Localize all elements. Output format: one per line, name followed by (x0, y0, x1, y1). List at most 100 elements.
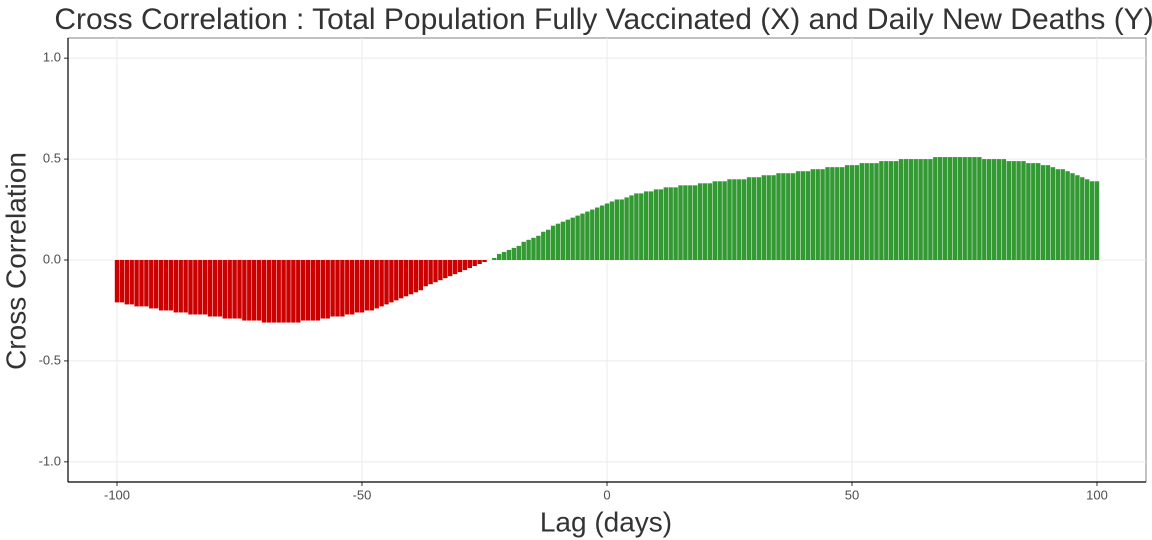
bar (648, 191, 654, 260)
bar (732, 179, 737, 260)
bar (492, 257, 497, 260)
bar (844, 165, 850, 260)
bar (639, 193, 644, 260)
bar (296, 260, 301, 323)
chart-title: Cross Correlation : Total Population Ful… (54, 3, 1152, 36)
bar (1031, 163, 1036, 260)
bar (531, 237, 536, 260)
bar (398, 260, 404, 299)
bar (658, 189, 664, 260)
bar (933, 157, 938, 260)
bar (928, 159, 933, 260)
bar (193, 260, 198, 315)
bar (134, 260, 139, 307)
bar (1026, 163, 1031, 260)
bar (496, 253, 502, 260)
bar (198, 260, 203, 315)
bar (281, 260, 286, 323)
bar (766, 175, 771, 260)
bar (526, 239, 531, 260)
bar (452, 260, 458, 275)
bar (741, 179, 747, 260)
bar (913, 159, 918, 260)
bar (394, 260, 399, 301)
bar (604, 203, 610, 260)
bar (443, 260, 448, 279)
y-tick-label: 0.0 (43, 251, 61, 266)
bar (178, 260, 183, 313)
bar (325, 260, 330, 319)
bar (751, 177, 757, 260)
bar (349, 260, 355, 315)
bar (139, 260, 144, 307)
bar (266, 260, 272, 323)
bar (433, 260, 438, 283)
bar (1055, 169, 1061, 260)
bar (119, 260, 125, 303)
bar (153, 260, 159, 309)
bar (482, 260, 487, 263)
bar (1089, 181, 1095, 260)
bar (663, 187, 669, 260)
bar (756, 177, 762, 260)
bar (188, 260, 193, 315)
bar (702, 183, 708, 260)
bar (384, 260, 389, 305)
bar (389, 260, 394, 303)
bar (746, 177, 752, 260)
bar (683, 185, 688, 260)
bar (408, 260, 414, 295)
bar (158, 260, 164, 311)
bar (227, 260, 232, 319)
bar (830, 167, 835, 260)
bar (369, 260, 375, 311)
bar (825, 167, 830, 260)
y-tick-label: -1.0 (39, 453, 61, 468)
bar (320, 260, 326, 319)
x-tick-label: -100 (104, 487, 130, 502)
bar (795, 171, 801, 260)
bar (991, 159, 997, 260)
bar (545, 229, 551, 260)
bar (129, 260, 134, 305)
bar (447, 260, 453, 277)
bar (438, 260, 443, 281)
x-tick-label: 50 (845, 487, 859, 502)
bar (413, 260, 419, 293)
bar (359, 260, 365, 313)
bar (271, 260, 277, 323)
bar (114, 260, 120, 303)
bar (536, 235, 541, 260)
bar (761, 175, 767, 260)
bar (506, 249, 512, 260)
bar (291, 260, 296, 323)
bar (1070, 173, 1075, 260)
bar (854, 165, 860, 260)
bar (810, 169, 816, 260)
bar (771, 175, 776, 260)
bar (957, 157, 963, 260)
bar (472, 260, 477, 267)
bar (418, 260, 424, 291)
bar (423, 260, 428, 287)
bar (786, 173, 791, 260)
bar (869, 163, 874, 260)
bar (261, 260, 267, 323)
bar (805, 171, 811, 260)
bar (1016, 161, 1021, 260)
bar (570, 217, 575, 260)
bar (800, 171, 806, 260)
bar (888, 161, 894, 260)
bar (222, 260, 228, 319)
bar (276, 260, 281, 323)
bar (428, 260, 433, 285)
bar (1075, 175, 1080, 260)
bar (727, 179, 732, 260)
bar (835, 167, 840, 260)
bar (849, 165, 855, 260)
bar (501, 251, 507, 260)
bar (251, 260, 257, 321)
bar (594, 207, 600, 260)
bar (903, 159, 909, 260)
bar (986, 159, 992, 260)
